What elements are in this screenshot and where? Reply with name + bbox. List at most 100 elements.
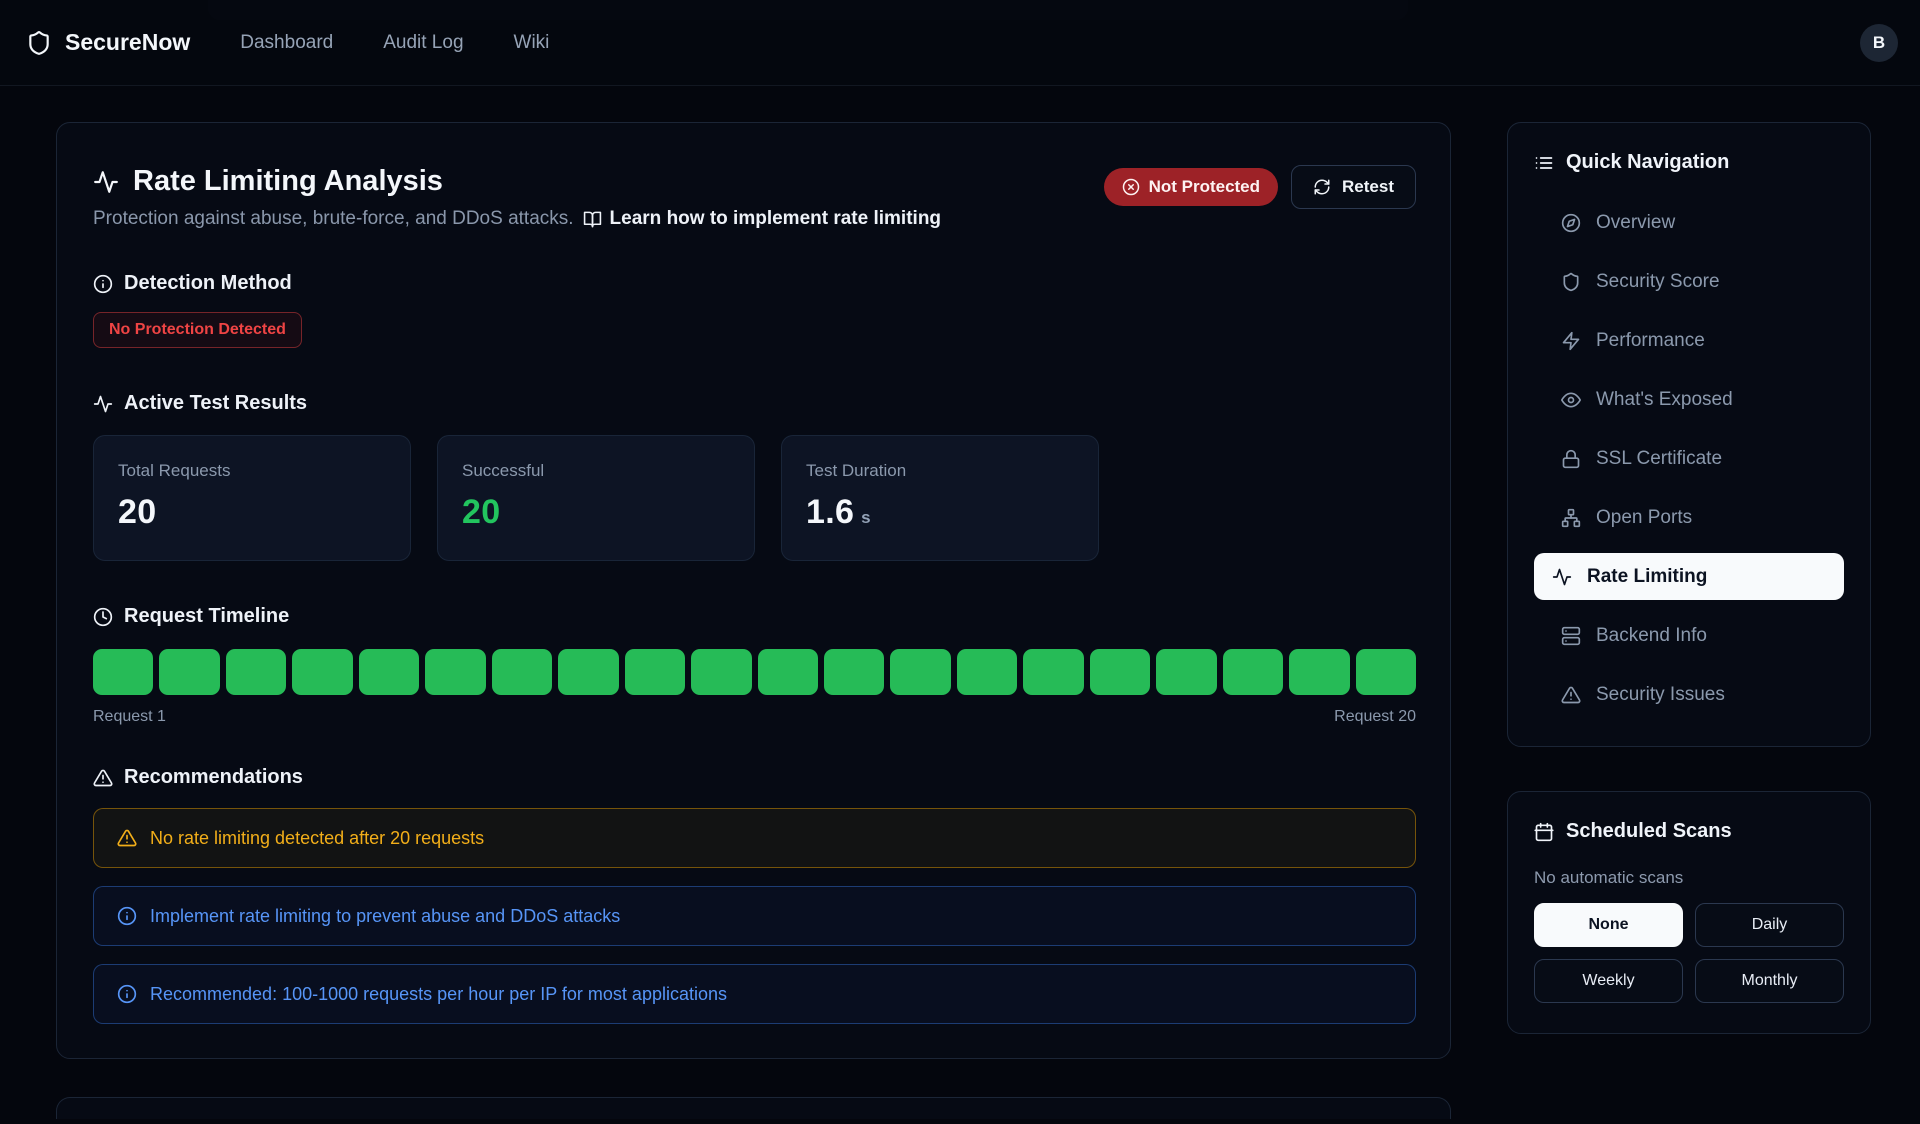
next-section-card <box>56 1097 1451 1119</box>
sidebar-item-label: Security Score <box>1596 270 1720 292</box>
scans-status: No automatic scans <box>1534 868 1684 887</box>
sidebar-item-backend-info[interactable]: Backend Info <box>1534 612 1844 659</box>
timeline-block <box>956 649 1018 695</box>
learn-link[interactable]: Learn how to implement rate limiting <box>583 208 941 230</box>
alert-triangle-icon <box>117 829 137 847</box>
timeline-block <box>1289 649 1350 695</box>
sidebar-item-rate-limiting[interactable]: Rate Limiting <box>1534 553 1844 600</box>
timeline-block <box>624 649 686 695</box>
timeline-block <box>93 649 154 695</box>
brand[interactable]: SecureNow <box>26 29 190 56</box>
eye-icon <box>1561 392 1581 407</box>
detection-method-heading: Detection Method <box>93 272 1416 295</box>
stat-unit: s <box>861 508 871 527</box>
activity-icon <box>93 395 113 412</box>
alert-text: No rate limiting detected after 20 reque… <box>150 827 485 848</box>
active-test-results-heading-text: Active Test Results <box>124 392 308 414</box>
nav-link-dashboard[interactable]: Dashboard <box>240 31 334 53</box>
sidebar-item-whats-exposed[interactable]: What's Exposed <box>1534 376 1844 423</box>
list-icon <box>1535 156 1553 169</box>
timeline-block <box>890 649 951 695</box>
sidebar-item-performance[interactable]: Performance <box>1534 317 1844 364</box>
calendar-icon <box>1534 822 1554 841</box>
recommendations-heading-text: Recommendations <box>124 766 303 788</box>
nav-link-audit-log[interactable]: Audit Log <box>383 31 464 53</box>
sidebar-item-ssl-certificate[interactable]: SSL Certificate <box>1534 435 1844 482</box>
sidebar-item-overview[interactable]: Overview <box>1534 199 1844 246</box>
scan-option-monthly[interactable]: Monthly <box>1695 959 1844 1003</box>
user-avatar[interactable]: B <box>1860 23 1898 62</box>
timeline-blocks <box>93 649 1417 695</box>
timeline-block <box>292 649 353 695</box>
sidebar-item-label: Security Issues <box>1596 683 1725 705</box>
timeline-block <box>823 649 885 695</box>
book-open-icon <box>583 211 601 227</box>
detection-method-heading-text: Detection Method <box>124 272 292 294</box>
quick-navigation-card: Quick Navigation Overview Security Score… <box>1507 122 1871 747</box>
stat-test-duration: Test Duration 1.6 s <box>781 435 1099 561</box>
learn-link-text: Learn how to implement rate limiting <box>609 208 942 229</box>
timeline-block <box>491 649 553 695</box>
timeline-block <box>425 649 486 695</box>
sidebar-item-label: What's Exposed <box>1596 388 1733 410</box>
sidebar-item-security-issues[interactable]: Security Issues <box>1534 671 1844 718</box>
alert-triangle-icon <box>1561 686 1581 703</box>
sidebar-item-label: Rate Limiting <box>1587 565 1708 587</box>
info-icon <box>93 274 113 293</box>
timeline-block <box>1355 649 1417 695</box>
sidebar-item-label: Overview <box>1596 211 1676 233</box>
timeline-block <box>691 649 752 695</box>
stat-total-requests: Total Requests 20 <box>93 435 411 561</box>
timeline-start-label: Request 1 <box>93 708 166 725</box>
scan-option-none[interactable]: None <box>1534 903 1683 947</box>
zap-icon <box>1562 331 1580 350</box>
stat-value: 20 <box>462 493 501 531</box>
scan-option-daily[interactable]: Daily <box>1695 903 1844 947</box>
shield-icon <box>1563 272 1579 291</box>
clock-icon <box>93 607 113 626</box>
server-icon <box>1561 626 1581 645</box>
stat-value: 1.6 s <box>806 493 1074 532</box>
retest-label: Retest <box>1342 177 1394 196</box>
stat-label: Successful <box>462 461 545 480</box>
page-subtitle: Protection against abuse, brute-force, a… <box>93 208 941 230</box>
nav-link-wiki[interactable]: Wiki <box>513 31 550 53</box>
rate-limiting-card: Rate Limiting Analysis Protection agains… <box>56 122 1451 1059</box>
quick-navigation-heading-text: Quick Navigation <box>1566 151 1730 173</box>
status-badge-text: Not Protected <box>1148 177 1261 196</box>
sidebar-item-label: Backend Info <box>1596 624 1707 646</box>
lock-icon <box>1562 449 1580 468</box>
info-icon <box>117 984 137 1004</box>
stat-value: 20 <box>118 493 157 531</box>
timeline-block <box>757 649 818 695</box>
info-icon <box>117 906 137 926</box>
scan-option-weekly[interactable]: Weekly <box>1534 959 1683 1003</box>
alert-triangle-icon <box>93 769 113 786</box>
timeline-block <box>159 649 220 695</box>
scheduled-scans-card: Scheduled Scans No automatic scans None … <box>1507 791 1871 1034</box>
retest-button[interactable]: Retest <box>1291 165 1416 209</box>
activity-icon <box>94 170 118 193</box>
page-title-text: Rate Limiting Analysis <box>133 165 443 197</box>
compass-icon <box>1561 213 1581 232</box>
alert-warning: No rate limiting detected after 20 reque… <box>93 808 1416 868</box>
scheduled-scans-heading: Scheduled Scans <box>1534 820 1844 843</box>
stat-label: Total Requests <box>118 461 231 480</box>
active-test-results-heading: Active Test Results <box>93 392 1416 415</box>
sidebar-item-label: Open Ports <box>1596 506 1693 528</box>
no-protection-badge: No Protection Detected <box>93 312 302 348</box>
refresh-icon <box>1314 179 1330 195</box>
stat-label: Test Duration <box>806 461 907 480</box>
timeline-block <box>1222 649 1284 695</box>
shield-logo-icon <box>29 30 49 55</box>
sidebar-item-label: SSL Certificate <box>1596 447 1723 469</box>
activity-icon <box>1552 568 1572 585</box>
timeline-block <box>1089 649 1151 695</box>
sidebar-item-label: Performance <box>1596 329 1705 351</box>
stat-successful: Successful 20 <box>437 435 755 561</box>
sidebar-item-security-score[interactable]: Security Score <box>1534 258 1844 305</box>
x-circle-icon <box>1122 178 1139 196</box>
timeline-block <box>1023 649 1084 695</box>
sidebar-item-open-ports[interactable]: Open Ports <box>1534 494 1844 541</box>
status-badge: Not Protected <box>1103 168 1279 206</box>
